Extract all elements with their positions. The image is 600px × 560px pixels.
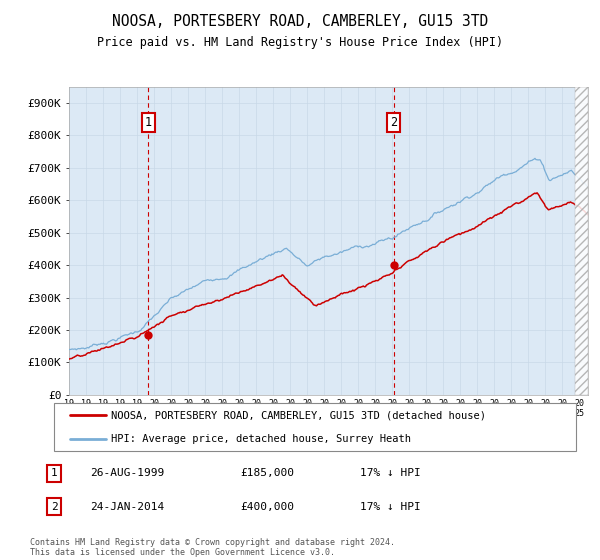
Text: £400,000: £400,000	[240, 502, 294, 512]
Text: 20
05: 20 05	[234, 399, 244, 418]
Text: Price paid vs. HM Land Registry's House Price Index (HPI): Price paid vs. HM Land Registry's House …	[97, 36, 503, 49]
Text: NOOSA, PORTESBERY ROAD, CAMBERLEY, GU15 3TD (detached house): NOOSA, PORTESBERY ROAD, CAMBERLEY, GU15 …	[112, 410, 487, 420]
Text: 20
14: 20 14	[388, 399, 397, 418]
Text: 20
15: 20 15	[404, 399, 415, 418]
Text: 20
12: 20 12	[353, 399, 363, 418]
Text: 20
11: 20 11	[336, 399, 346, 418]
Text: 1: 1	[145, 116, 152, 129]
Text: 26-AUG-1999: 26-AUG-1999	[90, 468, 164, 478]
Text: Contains HM Land Registry data © Crown copyright and database right 2024.
This d: Contains HM Land Registry data © Crown c…	[30, 538, 395, 557]
Text: 20
08: 20 08	[285, 399, 295, 418]
Text: 20
24: 20 24	[557, 399, 568, 418]
Text: 20
21: 20 21	[506, 399, 517, 418]
Text: 20
07: 20 07	[268, 399, 278, 418]
Text: 1: 1	[50, 468, 58, 478]
Text: 20
19: 20 19	[472, 399, 482, 418]
Text: 19
95: 19 95	[64, 399, 74, 418]
Text: 17% ↓ HPI: 17% ↓ HPI	[360, 468, 421, 478]
Text: 2: 2	[390, 116, 397, 129]
Text: 17% ↓ HPI: 17% ↓ HPI	[360, 502, 421, 512]
Text: 19
96: 19 96	[81, 399, 91, 418]
Text: 20
13: 20 13	[370, 399, 380, 418]
Text: NOOSA, PORTESBERY ROAD, CAMBERLEY, GU15 3TD: NOOSA, PORTESBERY ROAD, CAMBERLEY, GU15 …	[112, 14, 488, 29]
Text: 20
02: 20 02	[183, 399, 193, 418]
Text: 20
16: 20 16	[421, 399, 431, 418]
Text: 20
17: 20 17	[439, 399, 448, 418]
Text: 19
99: 19 99	[132, 399, 142, 418]
Text: 24-JAN-2014: 24-JAN-2014	[90, 502, 164, 512]
Text: 20
20: 20 20	[490, 399, 499, 418]
Text: 20
00: 20 00	[149, 399, 159, 418]
Text: 20
01: 20 01	[166, 399, 176, 418]
Text: 20
23: 20 23	[541, 399, 550, 418]
Text: 20
04: 20 04	[217, 399, 227, 418]
Bar	[575, 87, 588, 395]
Text: 20
10: 20 10	[319, 399, 329, 418]
Text: 20
09: 20 09	[302, 399, 312, 418]
Text: 20
03: 20 03	[200, 399, 210, 418]
FancyBboxPatch shape	[54, 403, 576, 451]
Text: 19
98: 19 98	[115, 399, 125, 418]
Text: 2: 2	[50, 502, 58, 512]
Text: HPI: Average price, detached house, Surrey Heath: HPI: Average price, detached house, Surr…	[112, 434, 412, 444]
Text: 19
97: 19 97	[98, 399, 108, 418]
Text: 20
22: 20 22	[523, 399, 533, 418]
Text: 20
25: 20 25	[574, 399, 584, 418]
Text: £185,000: £185,000	[240, 468, 294, 478]
Text: 20
06: 20 06	[251, 399, 261, 418]
Text: 20
18: 20 18	[455, 399, 466, 418]
